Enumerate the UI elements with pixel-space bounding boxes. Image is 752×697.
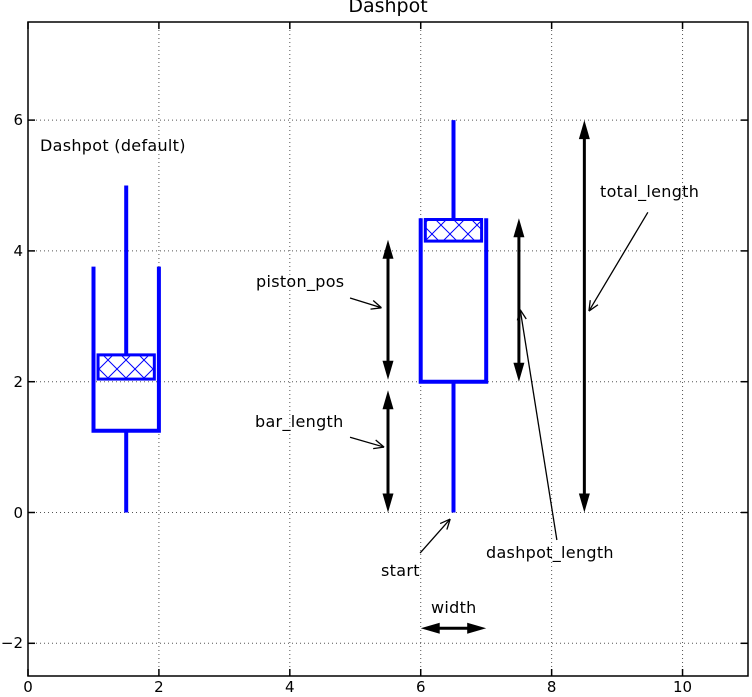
x-tick-label: 4 bbox=[285, 678, 295, 696]
x-tick-label: 0 bbox=[23, 678, 33, 696]
x-tick-label: 6 bbox=[415, 678, 426, 696]
axes-frame bbox=[27, 21, 749, 677]
dashpot-annotated bbox=[418, 120, 489, 513]
y-tick-label: 2 bbox=[13, 372, 23, 391]
dashpot-default bbox=[91, 185, 161, 513]
x-tick-label: 8 bbox=[546, 678, 557, 696]
x-tick-label: 2 bbox=[154, 678, 164, 696]
dim-arrow-piston_pos bbox=[382, 239, 394, 380]
dashpot-annotated-piston bbox=[423, 218, 484, 243]
label-piston-pos: piston_pos bbox=[256, 272, 345, 291]
y-tick-label: −2 bbox=[0, 634, 23, 653]
dashpot-default-piston bbox=[96, 353, 156, 381]
label-dashpot-length: dashpot_length bbox=[486, 543, 614, 562]
dashpot-annotated-line bbox=[418, 218, 489, 384]
label-width: width bbox=[431, 598, 477, 617]
label-start: start bbox=[381, 561, 420, 580]
leader-arrow-dashpot_length bbox=[516, 309, 558, 541]
dim-arrow-dashpot_length bbox=[513, 218, 525, 382]
label-total-length: total_length bbox=[600, 182, 700, 201]
leader-arrow-piston_pos bbox=[349, 297, 382, 310]
leader-arrow-total_length bbox=[588, 211, 649, 312]
leader-arrow-bar_length bbox=[349, 436, 385, 450]
label-dashpot-default: Dashpot (default) bbox=[40, 136, 186, 155]
dim-arrow-width bbox=[420, 622, 487, 634]
y-tick-label: 4 bbox=[13, 241, 23, 260]
dim-arrow-total_length bbox=[578, 120, 590, 513]
x-tick-label: 10 bbox=[672, 678, 693, 696]
label-bar-length: bar_length bbox=[255, 412, 344, 431]
y-tick-label: 0 bbox=[13, 503, 23, 522]
y-tick-label: 6 bbox=[13, 111, 23, 130]
plot-title: Dashpot bbox=[348, 0, 428, 17]
leader-arrow-start bbox=[419, 518, 451, 554]
dim-arrow-bar_length bbox=[382, 390, 394, 513]
